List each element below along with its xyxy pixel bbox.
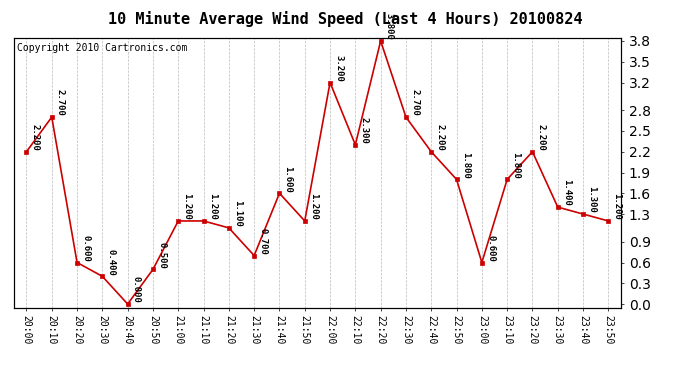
- Text: 2.300: 2.300: [359, 117, 368, 144]
- Text: 0.600: 0.600: [81, 235, 90, 262]
- Text: 3.200: 3.200: [334, 55, 343, 82]
- Text: 0.000: 0.000: [132, 276, 141, 303]
- Text: 2.200: 2.200: [435, 124, 444, 151]
- Text: 1.600: 1.600: [284, 166, 293, 192]
- Text: 2.200: 2.200: [30, 124, 39, 151]
- Text: 0.700: 0.700: [258, 228, 267, 255]
- Text: 2.200: 2.200: [537, 124, 546, 151]
- Text: 1.100: 1.100: [233, 200, 242, 227]
- Text: 0.600: 0.600: [486, 235, 495, 262]
- Text: 1.800: 1.800: [461, 152, 470, 178]
- Text: 2.700: 2.700: [410, 90, 419, 116]
- Text: 1.200: 1.200: [613, 193, 622, 220]
- Text: 1.200: 1.200: [208, 193, 217, 220]
- Text: 0.500: 0.500: [157, 242, 166, 268]
- Text: 3.800: 3.800: [385, 13, 394, 40]
- Text: 1.400: 1.400: [562, 180, 571, 206]
- Text: 10 Minute Average Wind Speed (Last 4 Hours) 20100824: 10 Minute Average Wind Speed (Last 4 Hou…: [108, 11, 582, 27]
- Text: Copyright 2010 Cartronics.com: Copyright 2010 Cartronics.com: [17, 43, 187, 53]
- Text: 2.700: 2.700: [56, 90, 65, 116]
- Text: 1.200: 1.200: [309, 193, 318, 220]
- Text: 0.400: 0.400: [106, 249, 115, 276]
- Text: 1.300: 1.300: [587, 186, 596, 213]
- Text: 1.200: 1.200: [182, 193, 191, 220]
- Text: 1.800: 1.800: [511, 152, 520, 178]
